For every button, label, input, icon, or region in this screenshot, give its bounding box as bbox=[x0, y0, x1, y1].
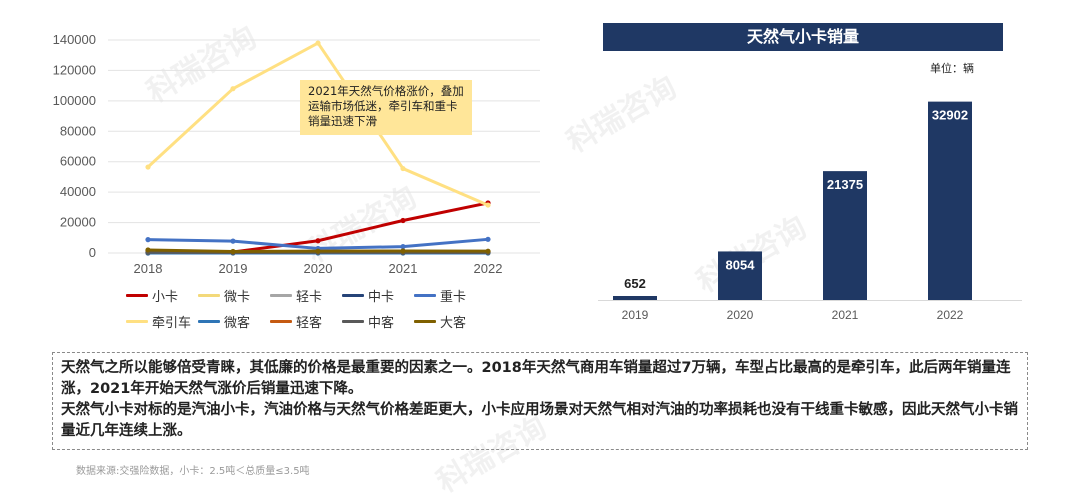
x-tick-label: 2018 bbox=[134, 261, 163, 276]
legend-label: 微卡 bbox=[224, 286, 250, 305]
summary-paragraph-1: 天然气之所以能够倍受青睐，其低廉的价格是最重要的因素之一。2018年天然气商用车… bbox=[61, 358, 1019, 400]
summary-paragraph-2: 天然气小卡对标的是汽油小卡，汽油价格与天然气价格差距更大，小卡应用场景对天然气相… bbox=[61, 400, 1019, 442]
legend-item: 中卡 bbox=[342, 286, 414, 305]
legend-swatch bbox=[270, 294, 292, 297]
legend-swatch bbox=[342, 294, 364, 297]
legend-label: 微客 bbox=[224, 312, 250, 331]
bar bbox=[613, 296, 657, 300]
data-point bbox=[230, 249, 235, 254]
y-tick-label: 140000 bbox=[53, 32, 96, 47]
legend-label: 轻客 bbox=[296, 312, 322, 331]
data-source-note: 数据来源:交强险数据，小卡：2.5吨＜总质量≤3.5吨 bbox=[76, 462, 310, 477]
data-point bbox=[485, 237, 490, 242]
legend-label: 中卡 bbox=[368, 286, 394, 305]
data-point bbox=[315, 40, 320, 45]
x-tick-label: 2020 bbox=[304, 261, 333, 276]
bar-value-label: 32902 bbox=[932, 108, 968, 123]
x-tick-label: 2019 bbox=[622, 308, 649, 322]
legend-label: 重卡 bbox=[440, 286, 466, 305]
chart-annotation: 2021年天然气价格涨价，叠加运输市场低迷，牵引车和重卡销量迅速下滑 bbox=[300, 80, 472, 135]
legend-swatch bbox=[270, 320, 292, 323]
data-point bbox=[485, 249, 490, 254]
y-tick-label: 100000 bbox=[53, 93, 96, 108]
data-point bbox=[315, 238, 320, 243]
bar-chart: 652 2019 8054 2020 21375 2021 32902 2022 bbox=[580, 0, 1080, 335]
legend-swatch bbox=[342, 320, 364, 323]
x-tick-label: 2021 bbox=[389, 261, 418, 276]
data-point bbox=[145, 164, 150, 169]
data-point bbox=[485, 202, 490, 207]
data-point bbox=[315, 249, 320, 254]
legend-label: 大客 bbox=[440, 312, 466, 331]
x-tick-label: 2022 bbox=[937, 308, 964, 322]
legend-label: 中客 bbox=[368, 312, 394, 331]
bar-value-label: 8054 bbox=[726, 257, 756, 272]
data-point bbox=[145, 237, 150, 242]
x-tick-label: 2019 bbox=[219, 261, 248, 276]
y-tick-label: 120000 bbox=[53, 62, 96, 77]
summary-textbox: 天然气之所以能够倍受青睐，其低廉的价格是最重要的因素之一。2018年天然气商用车… bbox=[52, 352, 1028, 450]
data-point bbox=[230, 86, 235, 91]
x-tick-label: 2020 bbox=[727, 308, 754, 322]
legend-label: 牵引车 bbox=[152, 312, 191, 331]
line-chart: 0 20000 40000 60000 80000 100000 120000 140000 2… bbox=[0, 0, 560, 335]
legend-item: 微客 bbox=[198, 312, 270, 331]
y-tick-label: 80000 bbox=[60, 123, 96, 138]
legend-label: 小卡 bbox=[152, 286, 178, 305]
legend-swatch bbox=[126, 294, 148, 297]
y-tick-label: 60000 bbox=[60, 154, 96, 169]
bar-value-label: 652 bbox=[624, 276, 646, 291]
bar-value-label: 21375 bbox=[827, 177, 863, 192]
legend-swatch bbox=[198, 294, 220, 297]
data-point bbox=[230, 239, 235, 244]
legend-item: 中客 bbox=[342, 312, 414, 331]
legend-item: 重卡 bbox=[414, 286, 486, 305]
legend-item: 牵引车 bbox=[126, 312, 198, 331]
legend-swatch bbox=[414, 294, 436, 297]
legend-swatch bbox=[414, 320, 436, 323]
x-tick-label: 2022 bbox=[474, 261, 503, 276]
data-point bbox=[400, 166, 405, 171]
legend-label: 轻卡 bbox=[296, 286, 322, 305]
data-point bbox=[400, 218, 405, 223]
y-tick-label: 20000 bbox=[60, 215, 96, 230]
legend-swatch bbox=[126, 320, 148, 323]
y-tick-label: 40000 bbox=[60, 184, 96, 199]
y-tick-label: 0 bbox=[89, 245, 96, 260]
data-point bbox=[400, 248, 405, 253]
legend-item: 小卡 bbox=[126, 286, 198, 305]
legend-swatch bbox=[198, 320, 220, 323]
legend-item: 大客 bbox=[414, 312, 486, 331]
data-point bbox=[145, 247, 150, 252]
legend-item: 轻卡 bbox=[270, 286, 342, 305]
x-tick-label: 2021 bbox=[832, 308, 859, 322]
bar bbox=[928, 102, 972, 300]
series-line bbox=[148, 203, 488, 253]
legend-item: 轻客 bbox=[270, 312, 342, 331]
line-chart-legend: 小卡 微卡 轻卡 中卡 重卡牵引车 微客 轻客 中客 大客 bbox=[126, 286, 546, 331]
legend-item: 微卡 bbox=[198, 286, 270, 305]
